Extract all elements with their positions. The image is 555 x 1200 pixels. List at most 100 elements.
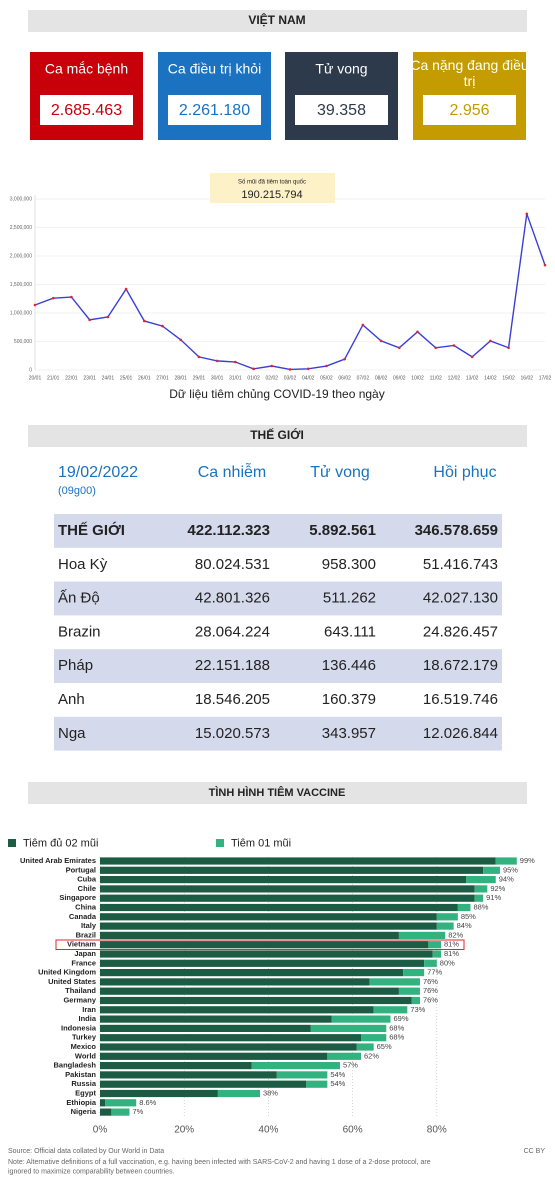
card-label: Ca mắc bệnh: [45, 61, 128, 77]
category-label: United Kingdom: [38, 968, 96, 977]
category-label: Chile: [78, 884, 96, 893]
x-tick-label: 25/01: [120, 375, 133, 381]
bar-segment: [100, 1015, 332, 1023]
x-tick-label: 24/01: [102, 375, 115, 381]
bar-segment: [100, 913, 437, 921]
license: CC BY: [524, 1148, 546, 1155]
bar-segment: [310, 1024, 387, 1032]
bar-segment: [306, 1080, 328, 1088]
bar-segment: [100, 969, 404, 977]
category-label: Iran: [82, 1005, 96, 1014]
data-label: 85%: [461, 912, 476, 921]
data-label: 94%: [499, 875, 514, 884]
point: [288, 368, 292, 371]
column-header: Tử vong: [310, 464, 370, 481]
table-row-bg: [54, 514, 502, 548]
bar-segment: [361, 1034, 387, 1042]
point: [397, 346, 401, 350]
bar-segment: [100, 1062, 252, 1070]
table-cell: 18.672.179: [423, 657, 498, 674]
data-label: 65%: [377, 1042, 392, 1051]
section-title: VIỆT NAM: [248, 12, 305, 27]
point: [106, 315, 110, 319]
data-label: 95%: [503, 865, 518, 874]
point: [197, 355, 201, 359]
category-label: Singapore: [59, 893, 96, 902]
data-label: 81%: [444, 940, 459, 949]
bar-segment: [100, 1080, 307, 1088]
bar-segment: [457, 903, 471, 912]
card-value-box: [423, 95, 516, 125]
row-label: Pháp: [58, 657, 93, 674]
bar-segment: [100, 987, 399, 995]
section-bar: [28, 10, 527, 32]
data-label: 80%: [440, 958, 455, 967]
table-cell: 28.064.224: [195, 623, 270, 640]
card-value: 2.261.180: [179, 102, 250, 119]
point: [507, 346, 510, 350]
category-label: Turkey: [72, 1033, 97, 1042]
table-cell: 15.020.573: [195, 725, 270, 742]
bar-segment: [100, 959, 425, 967]
x-tick-label: 27/01: [156, 375, 169, 381]
data-label: 88%: [473, 902, 488, 911]
bar-segment: [100, 1099, 106, 1107]
data-label: 38%: [263, 1088, 278, 1097]
annotation-box: [210, 173, 335, 203]
row-label: Hoa Kỳ: [58, 556, 108, 573]
bar-segment: [100, 950, 433, 958]
x-tick-label: 20/01: [29, 375, 42, 381]
bar-segment: [411, 996, 420, 1005]
category-label: Thailand: [65, 986, 96, 995]
row-label: Ấn Độ: [58, 590, 100, 607]
x-tick-label: 21/01: [47, 375, 60, 381]
category-label: Germany: [63, 995, 96, 1004]
column-header: Hồi phục: [433, 464, 496, 481]
table-cell: 51.416.743: [423, 556, 498, 573]
x-tick-label: 26/01: [138, 375, 151, 381]
point: [51, 296, 55, 300]
data-label: 76%: [423, 995, 438, 1004]
bar-segment: [100, 885, 475, 893]
data-label: 82%: [448, 930, 463, 939]
data-label: 99%: [520, 856, 535, 865]
category-label: World: [75, 1051, 97, 1060]
x-tick-label: 04/02: [302, 375, 315, 381]
data-label: 57%: [343, 1061, 358, 1070]
category-label: Italy: [81, 921, 97, 930]
section-bar: [28, 425, 527, 447]
point: [416, 330, 419, 334]
point: [88, 318, 91, 322]
point: [33, 303, 37, 307]
point: [306, 367, 310, 371]
bar-segment: [100, 1024, 311, 1032]
row-label: Brazin: [58, 623, 101, 640]
category-label: India: [78, 1014, 96, 1023]
data-label: 54%: [330, 1070, 345, 1079]
x-tick-label: 07/02: [357, 375, 370, 381]
category-label: France: [71, 958, 96, 967]
point: [234, 360, 237, 364]
card-value-box: [295, 95, 388, 125]
bar-segment: [474, 885, 488, 893]
bar-segment: [403, 969, 425, 977]
section-title: TÌNH HÌNH TIÊM VACCINE: [209, 786, 346, 799]
table-cell: 511.262: [323, 590, 376, 607]
x-tick-label: 01/02: [247, 375, 260, 381]
bar-segment: [100, 996, 412, 1005]
x-tick-label: 23/01: [83, 375, 96, 381]
table-cell: 343.957: [322, 725, 376, 742]
x-tick-label: 40%: [258, 1125, 278, 1136]
card-label: Ca nặng đang điều trị: [410, 57, 528, 89]
x-tick-label: 09/02: [393, 375, 406, 381]
card-value: 2.685.463: [51, 102, 122, 119]
x-tick-label: 17/02: [539, 375, 552, 381]
data-label: 54%: [330, 1079, 345, 1088]
category-label: Canada: [69, 912, 97, 921]
note: ignored to maximize comparability betwee…: [8, 1168, 175, 1175]
point: [543, 263, 547, 267]
data-label: 76%: [423, 977, 438, 986]
bar-segment: [100, 857, 496, 865]
bar-segment: [466, 876, 496, 884]
bar-segment: [100, 1108, 112, 1116]
